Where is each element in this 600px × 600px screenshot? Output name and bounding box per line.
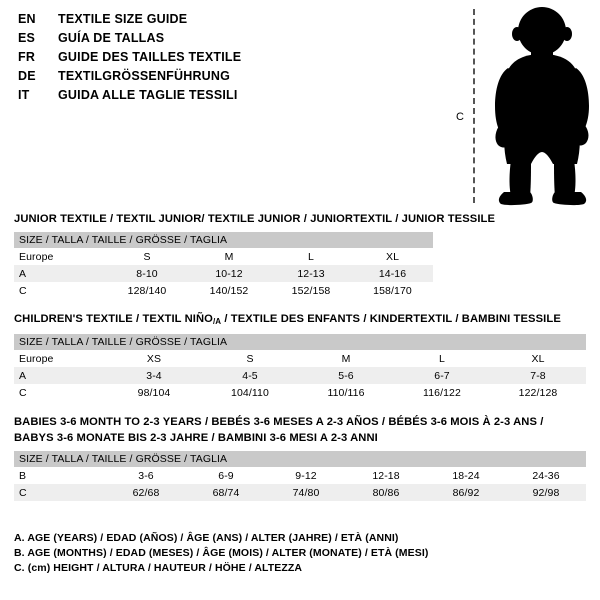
cell-value: 122/128 (518, 386, 558, 399)
height-dashed-line (473, 9, 475, 203)
section-heading-babies: BABIES 3-6 MONTH TO 2-3 YEARS / BEBÉS 3-… (14, 414, 586, 446)
row-label: C (19, 284, 27, 297)
column-header-size: XL (385, 250, 400, 263)
table-row: C 62/68 68/74 74/80 80/86 86/92 92/98 (14, 484, 586, 501)
row-label: A (14, 367, 106, 384)
footnote-legend: A. AGE (YEARS) / EDAD (AÑOS) / ÂGE (ANS)… (14, 531, 586, 576)
cell-value: 86/92 (426, 484, 506, 501)
cell-value: 8-10 (106, 265, 188, 282)
cell-value: 6-7 (394, 367, 490, 384)
column-header-size: L (439, 352, 445, 365)
cell-value: 14-16 (352, 265, 433, 282)
column-header-size: S (246, 352, 254, 365)
size-bar-junior: SIZE / TALLA / TAILLE / GRÖSSE / TAGLIA (14, 232, 433, 248)
cell-value: 10-12 (188, 265, 270, 282)
column-header-size: XS (146, 352, 162, 365)
cell-value: 158/170 (373, 284, 412, 297)
cell-value: 128/140 (127, 284, 167, 297)
column-header-size: M (224, 250, 234, 263)
language-title: GUIDE DES TAILLES TEXTILE (58, 50, 242, 64)
heading-prefix: CHILDREN'S TEXTILE / TEXTIL NIÑO (14, 313, 213, 325)
cell-value: 9-12 (295, 469, 317, 482)
cell-value: 6-9 (218, 469, 234, 482)
language-title: GUIDA ALLE TAGLIE TESSILI (58, 88, 238, 102)
column-header-size: L (308, 250, 314, 263)
table-row: A 3-4 4-5 5-6 6-7 7-8 (14, 367, 586, 384)
cell-value: 98/104 (137, 386, 171, 399)
section-heading-junior: JUNIOR TEXTILE / TEXTIL JUNIOR/ TEXTILE … (14, 213, 496, 225)
row-label: B (19, 469, 27, 482)
table-children: Europe XS S M L XL A 3-4 4-5 5-6 6-7 7-8… (14, 350, 586, 401)
footnote-c: C. (cm) HEIGHT / ALTURA / HAUTEUR / HÖHE… (14, 562, 303, 574)
table-junior: Europe S M L XL A 8-10 10-12 12-13 14-16… (14, 248, 433, 299)
table-row-header: Europe S M L XL (14, 248, 433, 265)
row-label: C (19, 386, 27, 399)
cell-value: 5-6 (298, 367, 394, 384)
cell-value: 80/86 (346, 484, 426, 501)
heading-subscript: /A (212, 317, 222, 326)
cell-value: 18-24 (452, 469, 480, 482)
language-code: ES (18, 31, 36, 45)
column-header-size: M (341, 352, 351, 365)
table-babies: B 3-6 6-9 9-12 12-18 18-24 24-36 C 62/68… (14, 467, 586, 501)
cell-value: 110/116 (327, 386, 365, 399)
cell-value: 4-5 (202, 367, 298, 384)
table-row: B 3-6 6-9 9-12 12-18 18-24 24-36 (14, 467, 586, 484)
language-row-de: DE TEXTILGRÖSSENFÜHRUNG (18, 69, 418, 88)
column-header-size: S (143, 250, 151, 263)
cell-value: 3-4 (106, 367, 202, 384)
language-title: TEXTILE SIZE GUIDE (58, 12, 188, 26)
section-heading-babies-line2: BABYS 3-6 MONATE BIS 2-3 JAHRE / BAMBINI… (14, 432, 378, 444)
row-label: C (14, 484, 106, 501)
cell-value: 3-6 (138, 469, 154, 482)
language-code: EN (18, 12, 36, 26)
size-bar-children: SIZE / TALLA / TAILLE / GRÖSSE / TAGLIA (14, 334, 586, 350)
table-row: A 8-10 10-12 12-13 14-16 (14, 265, 433, 282)
cell-value: 12-13 (270, 265, 352, 282)
language-code: FR (18, 50, 36, 64)
section-heading-babies-line1: BABIES 3-6 MONTH TO 2-3 YEARS / BEBÉS 3-… (14, 416, 544, 428)
height-axis-label: C (456, 111, 464, 123)
table-row: C 98/104 104/110 110/116 116/122 122/128 (14, 384, 586, 401)
height-measurement-figure: C (440, 6, 600, 206)
footnote-a: A. AGE (YEARS) / EDAD (AÑOS) / ÂGE (ANS)… (14, 532, 399, 544)
section-babies-textile: BABIES 3-6 MONTH TO 2-3 YEARS / BEBÉS 3-… (14, 414, 586, 501)
cell-value: 68/74 (186, 484, 266, 501)
language-title: GUÍA DE TALLAS (58, 31, 165, 45)
cell-value: 62/68 (106, 484, 186, 501)
section-junior-textile: JUNIOR TEXTILE / TEXTIL JUNIOR/ TEXTILE … (14, 212, 586, 299)
footnote-b: B. AGE (MONTHS) / EDAD (MESES) / ÂGE (MO… (14, 547, 429, 559)
cell-value: 140/152 (209, 284, 249, 297)
heading-suffix: / TEXTILE DES ENFANTS / KINDERTEXTIL / B… (221, 313, 561, 325)
section-childrens-textile: CHILDREN'S TEXTILE / TEXTIL NIÑO/A / TEX… (14, 312, 586, 401)
cell-value: 24-36 (532, 469, 560, 482)
column-header-region: Europe (19, 250, 54, 263)
table-row-header: Europe XS S M L XL (14, 350, 586, 367)
cell-value: 92/98 (506, 484, 586, 501)
size-bar-babies: SIZE / TALLA / TAILLE / GRÖSSE / TAGLIA (14, 451, 586, 467)
language-row-it: IT GUIDA ALLE TAGLIE TESSILI (18, 88, 418, 107)
language-code: DE (18, 69, 36, 83)
language-row-es: ES GUÍA DE TALLAS (18, 31, 418, 50)
table-row: C 128/140 140/152 152/158 158/170 (14, 282, 433, 299)
language-row-en: EN TEXTILE SIZE GUIDE (18, 12, 418, 31)
cell-value: 104/110 (231, 386, 269, 399)
column-header-size: XL (531, 352, 545, 365)
cell-value: 116/122 (423, 386, 461, 399)
cell-value: 152/158 (291, 284, 331, 297)
language-header-block: EN TEXTILE SIZE GUIDE ES GUÍA DE TALLAS … (18, 12, 418, 107)
cell-value: 74/80 (266, 484, 346, 501)
cell-value: 7-8 (490, 367, 586, 384)
language-code: IT (18, 88, 30, 102)
section-heading-children: CHILDREN'S TEXTILE / TEXTIL NIÑO/A / TEX… (14, 312, 586, 329)
column-header-region: Europe (19, 352, 54, 365)
language-row-fr: FR GUIDE DES TAILLES TEXTILE (18, 50, 418, 69)
row-label: A (14, 265, 106, 282)
cell-value: 12-18 (372, 469, 400, 482)
language-title: TEXTILGRÖSSENFÜHRUNG (58, 69, 231, 83)
toddler-silhouette-icon (495, 7, 589, 206)
